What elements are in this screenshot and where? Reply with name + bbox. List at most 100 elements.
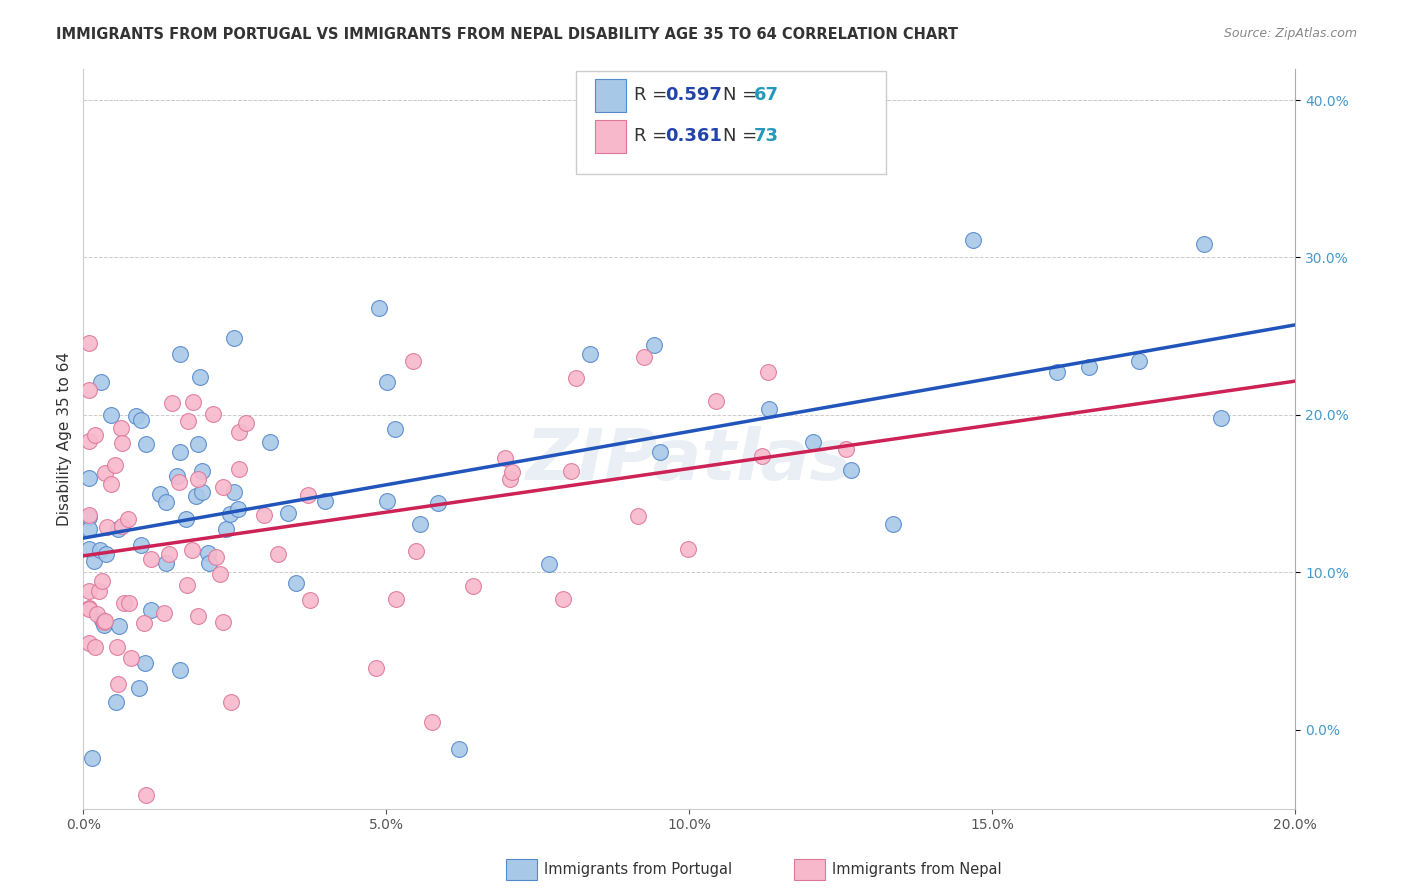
Point: [499, 472, 522, 486]
Point: [96, 520, 118, 534]
Text: Source: ZipAtlas.com: Source: ZipAtlas.com: [1223, 27, 1357, 40]
Point: [1077, 360, 1099, 375]
Point: [134, 656, 156, 670]
Point: [208, 566, 231, 581]
Point: [579, 346, 602, 360]
Point: [297, 488, 319, 502]
Text: R =: R =: [634, 128, 673, 145]
Point: [79, 383, 101, 397]
Point: [111, 519, 134, 533]
Point: [176, 414, 198, 428]
Point: [111, 436, 134, 450]
Point: [105, 640, 128, 654]
Point: [83, 554, 105, 568]
Point: [214, 523, 236, 537]
Point: [129, 413, 152, 427]
Point: [160, 396, 183, 410]
Text: IMMIGRANTS FROM PORTUGAL VS IMMIGRANTS FROM NEPAL DISABILITY AGE 35 TO 64 CORREL: IMMIGRANTS FROM PORTUGAL VS IMMIGRANTS F…: [56, 27, 959, 42]
Point: [228, 502, 250, 516]
Point: [384, 422, 406, 436]
Text: Immigrants from Portugal: Immigrants from Portugal: [544, 863, 733, 877]
Point: [285, 575, 308, 590]
Point: [494, 450, 516, 465]
Point: [426, 496, 449, 510]
Point: [79, 636, 101, 650]
Point: [1192, 236, 1215, 251]
Point: [169, 445, 191, 459]
Point: [187, 472, 209, 486]
Point: [212, 615, 235, 629]
Point: [187, 608, 209, 623]
Point: [125, 409, 148, 423]
Point: [79, 522, 101, 536]
Point: [463, 579, 485, 593]
Point: [409, 517, 432, 532]
Point: [202, 407, 225, 421]
Text: Immigrants from Nepal: Immigrants from Nepal: [832, 863, 1002, 877]
Point: [704, 394, 727, 409]
Point: [447, 742, 470, 756]
Point: [801, 435, 824, 450]
Text: 0.361: 0.361: [665, 128, 721, 145]
Point: [219, 695, 242, 709]
Point: [758, 402, 780, 417]
Text: 0.597: 0.597: [665, 87, 721, 104]
Point: [155, 494, 177, 508]
Point: [135, 788, 157, 802]
Point: [650, 444, 672, 458]
Point: [565, 371, 588, 385]
Point: [756, 365, 779, 379]
Point: [79, 542, 101, 557]
Text: 73: 73: [754, 128, 779, 145]
Point: [212, 480, 235, 494]
Point: [117, 512, 139, 526]
Point: [128, 681, 150, 695]
Point: [108, 619, 131, 633]
Point: [104, 695, 127, 709]
Point: [100, 476, 122, 491]
Y-axis label: Disability Age 35 to 64: Disability Age 35 to 64: [58, 351, 72, 525]
Point: [93, 618, 115, 632]
Point: [253, 508, 276, 523]
Point: [181, 394, 204, 409]
Point: [190, 464, 212, 478]
Text: 67: 67: [754, 87, 779, 104]
Point: [141, 603, 163, 617]
Point: [167, 475, 190, 489]
Point: [235, 416, 257, 430]
Point: [79, 508, 101, 522]
Text: N =: N =: [723, 87, 762, 104]
Point: [89, 584, 111, 599]
Point: [839, 463, 862, 477]
Point: [882, 517, 904, 532]
Point: [79, 335, 101, 350]
Point: [1128, 353, 1150, 368]
Point: [94, 615, 117, 629]
Point: [187, 437, 209, 451]
Point: [104, 458, 127, 472]
Text: R =: R =: [634, 87, 673, 104]
Point: [385, 592, 408, 607]
Point: [79, 510, 101, 524]
Point: [118, 596, 141, 610]
Point: [1046, 365, 1069, 379]
Point: [120, 651, 142, 665]
Point: [157, 547, 180, 561]
Point: [89, 542, 111, 557]
Point: [277, 506, 299, 520]
Point: [267, 547, 290, 561]
Point: [501, 466, 523, 480]
Point: [405, 543, 427, 558]
Point: [367, 301, 389, 315]
Point: [90, 376, 112, 390]
Point: [153, 606, 176, 620]
Point: [633, 350, 655, 364]
Point: [110, 420, 132, 434]
Point: [169, 663, 191, 677]
Point: [139, 552, 162, 566]
Point: [228, 462, 250, 476]
Point: [198, 556, 221, 570]
Point: [375, 494, 398, 508]
Point: [678, 541, 700, 556]
Point: [174, 512, 197, 526]
